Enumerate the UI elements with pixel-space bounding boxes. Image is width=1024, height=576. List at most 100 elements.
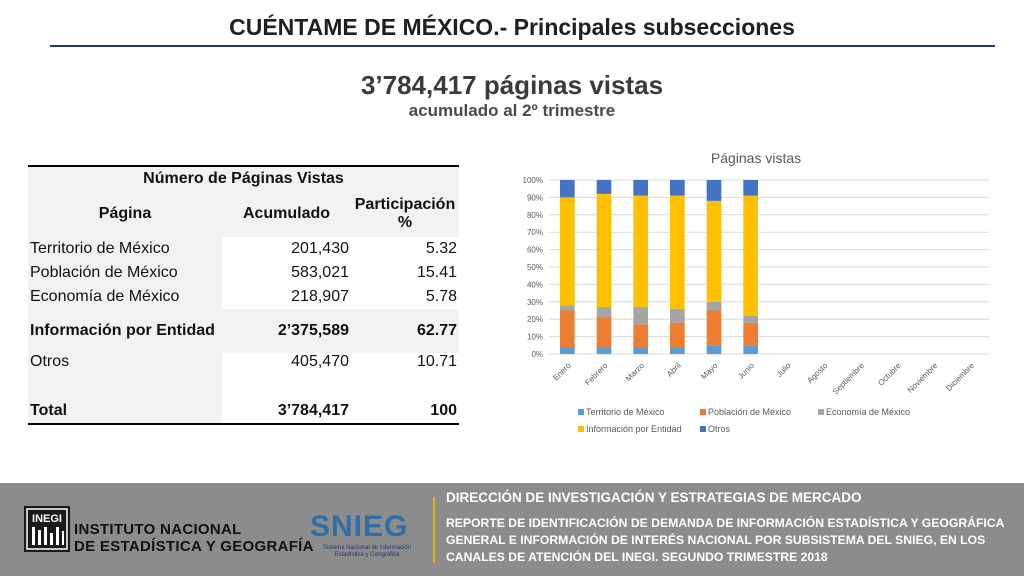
bar-segment — [596, 317, 612, 348]
legend-swatch — [578, 426, 584, 432]
x-tick-label: Diciembre — [944, 361, 976, 393]
total-accumulated: 3’784,417 — [222, 399, 351, 425]
y-tick-label: 50% — [527, 263, 543, 272]
column-header-share: Participación % — [351, 191, 459, 237]
legend-swatch — [578, 409, 584, 415]
total-views-headline: 3’784,417 páginas vistas — [360, 70, 664, 100]
x-tick-label: Enero — [551, 361, 573, 383]
bar-segment — [560, 310, 575, 348]
table-spacer — [28, 379, 459, 399]
inegi-logo-icon: INEGI — [24, 506, 70, 552]
row-share: 5.32 — [425, 240, 457, 257]
bar-segment — [560, 347, 575, 354]
institute-name: INSTITUTO NACIONAL DE ESTADÍSTICA Y GEOG… — [74, 521, 314, 555]
bar-segment — [633, 180, 648, 196]
column-header-accumulated: Acumulado — [222, 191, 351, 237]
bar-segment — [560, 305, 575, 311]
bar-segment — [743, 322, 758, 346]
y-tick-label: 10% — [527, 333, 543, 342]
page-views-chart: Páginas vistas 0% 10% 20% 30% 40% 50% 60% 70% 80%… — [523, 150, 989, 434]
y-tick-label: 0% — [531, 350, 543, 359]
institute-name-line1: INSTITUTO NACIONAL — [74, 521, 242, 538]
bar-segment — [596, 193, 612, 308]
table-row: Población de México 583,021 15.41 — [28, 261, 459, 285]
x-tick-label: Septiembre — [831, 361, 867, 397]
table-caption: Número de Páginas Vistas — [28, 165, 459, 191]
bar-segment — [670, 195, 685, 309]
x-tick-label: Febrero — [583, 361, 610, 388]
bar-segment — [596, 307, 612, 318]
row-share: 10.71 — [416, 353, 457, 370]
bar-segment — [706, 180, 722, 201]
total-label: Total — [28, 399, 222, 425]
row-share: 5.78 — [425, 288, 457, 305]
bar-segment — [706, 345, 722, 354]
row-accumulated: 218,907 — [291, 288, 349, 305]
page-views-table: Número de Páginas Vistas Página Acumulad… — [28, 165, 459, 425]
bar-segment — [633, 324, 648, 348]
y-tick-label: 80% — [527, 211, 543, 220]
bar-segment — [706, 310, 722, 346]
report-title: REPORTE DE IDENTIFICACIÓN DE DEMANDA DE … — [446, 516, 1004, 564]
bar-segment — [670, 322, 685, 348]
x-tick-label: Abril — [665, 361, 683, 379]
chart-title: Páginas vistas — [711, 150, 801, 166]
table-row: Territorio de México 201,430 5.32 — [28, 237, 459, 261]
y-tick-label: 20% — [527, 315, 543, 324]
total-share: 100 — [351, 399, 459, 425]
bar-segment — [743, 345, 758, 354]
footer-divider — [433, 497, 435, 563]
table-row: Información por Entidad 2’375,589 62.77 — [28, 309, 459, 353]
title-divider — [50, 45, 995, 47]
y-tick-label: 70% — [527, 228, 543, 237]
bar-segment — [633, 307, 648, 325]
snieg-logo: SNIEG — [310, 510, 409, 543]
bar-segment — [670, 347, 685, 354]
bar-segment — [596, 347, 612, 354]
legend-label: Información por Entidad — [586, 424, 682, 434]
row-page: Economía de México — [28, 285, 222, 309]
table-row: Otros 405,470 10.71 — [28, 353, 459, 379]
x-tick-label: Agosto — [805, 361, 829, 385]
footer-band — [0, 483, 1024, 576]
column-header-page: Página — [28, 191, 222, 237]
direction-name: DIRECCIÓN DE INVESTIGACIÓN Y ESTRATEGIAS… — [446, 490, 862, 505]
x-tick-label: Noviembre — [906, 361, 940, 395]
inegi-logo-mark: INEGI — [26, 508, 68, 550]
bar-segment — [743, 195, 758, 316]
inegi-logo-text: INEGI — [32, 513, 62, 525]
y-tick-label: 90% — [527, 193, 543, 202]
bar-segment — [706, 301, 722, 311]
bar-segment — [633, 195, 648, 308]
row-accumulated: 405,470 — [291, 353, 349, 370]
institute-name-line2: DE ESTADÍSTICA Y GEOGRAFÍA — [74, 538, 314, 555]
x-tick-label: Junio — [736, 361, 756, 381]
x-tick-label: Marzo — [624, 361, 646, 383]
row-page: Otros — [28, 353, 222, 379]
x-tick-label: Octubre — [876, 361, 903, 388]
bar-segment — [633, 347, 648, 354]
legend-label: Economía de México — [826, 407, 910, 417]
y-tick-label: 60% — [527, 246, 543, 255]
bar-segment — [596, 180, 612, 194]
bar-segment — [670, 308, 685, 323]
legend-swatch — [700, 426, 706, 432]
x-tick-label: Julio — [775, 361, 793, 379]
bar-segment — [743, 315, 758, 323]
total-views-subhead: acumulado al 2º trimestre — [408, 101, 616, 120]
row-accumulated: 583,021 — [291, 264, 349, 281]
bar-segment — [560, 197, 575, 306]
bar-segment — [560, 180, 575, 198]
x-tick-label: Mayo — [699, 361, 720, 382]
row-accumulated: 201,430 — [291, 240, 349, 257]
snieg-subtitle: Sistema Nacional de Información Estadíst… — [322, 545, 412, 558]
bar-segment — [706, 200, 722, 302]
legend-label: Población de México — [708, 407, 791, 417]
y-tick-label: 30% — [527, 298, 543, 307]
row-page: Información por Entidad — [28, 309, 222, 353]
legend-label: Territorio de México — [586, 407, 665, 417]
y-tick-label: 100% — [523, 176, 543, 185]
row-page: Territorio de México — [28, 237, 222, 261]
row-accumulated: 2’375,589 — [222, 309, 351, 353]
row-page: Población de México — [28, 261, 222, 285]
